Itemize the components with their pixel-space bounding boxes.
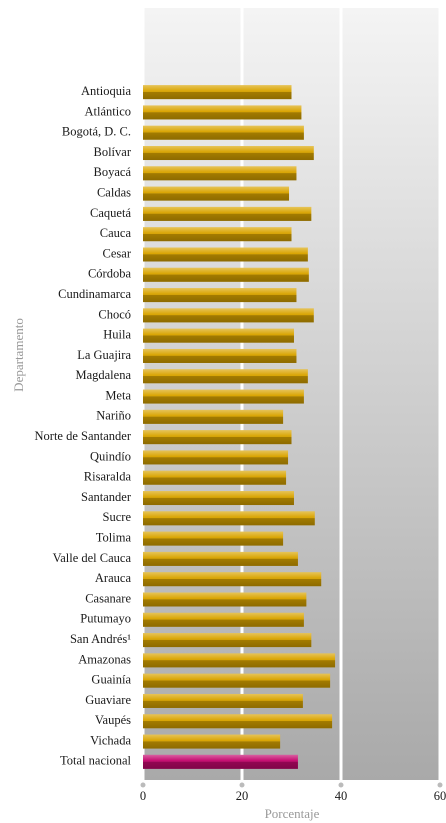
bar-shade bbox=[143, 714, 333, 729]
bar-shade bbox=[143, 166, 297, 181]
y-tick-label: Norte de Santander bbox=[35, 429, 132, 443]
y-tick-label: Risaralda bbox=[84, 470, 132, 484]
y-tick-label: Boyacá bbox=[94, 165, 132, 179]
bar-shade bbox=[143, 369, 308, 384]
y-tick-label: Huila bbox=[103, 328, 131, 342]
y-tick-label: Amazonas bbox=[78, 652, 131, 666]
bar-shade bbox=[143, 511, 315, 526]
bar-shade bbox=[143, 105, 302, 120]
tick-mark bbox=[239, 782, 245, 788]
bar-shade bbox=[143, 247, 308, 262]
bar-shade bbox=[143, 734, 281, 749]
bar-shade bbox=[143, 531, 284, 546]
bar-shade bbox=[143, 227, 292, 242]
y-tick-label: Cundinamarca bbox=[58, 287, 131, 301]
y-tick-label: Putumayo bbox=[80, 612, 131, 626]
tick-mark bbox=[140, 782, 146, 788]
y-tick-label: Guaviare bbox=[85, 693, 131, 707]
bar-shade bbox=[143, 491, 294, 506]
y-tick-label: Santander bbox=[81, 490, 132, 504]
y-tick-label: Magdalena bbox=[75, 368, 131, 382]
bar-shade bbox=[143, 409, 284, 424]
bar-shade bbox=[143, 470, 287, 485]
bar-shade bbox=[143, 754, 298, 769]
bar-shade bbox=[143, 551, 298, 566]
y-tick-label: Vichada bbox=[90, 733, 131, 747]
bar-shade bbox=[143, 288, 297, 303]
bar-shade bbox=[143, 206, 312, 221]
y-tick-label: Chocó bbox=[98, 307, 131, 321]
y-tick-label: Meta bbox=[105, 388, 131, 402]
bar-shade bbox=[143, 572, 322, 587]
y-tick-label: Bolívar bbox=[94, 145, 132, 159]
y-tick-label: Córdoba bbox=[88, 267, 132, 281]
y-tick-label: Atlántico bbox=[84, 104, 131, 118]
bar-shade bbox=[143, 673, 331, 688]
tick-mark bbox=[437, 782, 443, 788]
bar-shade bbox=[143, 612, 304, 627]
x-tick-label: 20 bbox=[236, 789, 249, 803]
bar-shade bbox=[143, 328, 294, 343]
y-tick-label: Nariño bbox=[96, 409, 131, 423]
bar-shade bbox=[143, 146, 314, 161]
y-tick-label: Quindío bbox=[90, 449, 131, 463]
bar-shade bbox=[143, 348, 297, 363]
y-tick-label: Casanare bbox=[85, 591, 131, 605]
y-tick-label: La Guajira bbox=[77, 348, 131, 362]
y-tick-label: Cesar bbox=[103, 246, 132, 260]
bar-shade bbox=[143, 450, 289, 465]
y-tick-label: Sucre bbox=[103, 510, 132, 524]
y-tick-label: Bogotá, D. C. bbox=[62, 125, 131, 139]
y-tick-label: Tolima bbox=[96, 530, 132, 544]
y-tick-label: San Andrés¹ bbox=[70, 632, 131, 646]
tick-mark bbox=[338, 782, 344, 788]
bar-shade bbox=[143, 693, 303, 708]
y-tick-label: Caldas bbox=[97, 185, 131, 199]
bar-shade bbox=[143, 125, 304, 140]
y-tick-label: Guainía bbox=[91, 673, 131, 687]
bar-shade bbox=[143, 430, 292, 445]
x-tick-label: 0 bbox=[140, 789, 146, 803]
bar-shade bbox=[143, 267, 309, 282]
bar-shade bbox=[143, 633, 312, 648]
y-tick-label: Antioquia bbox=[81, 84, 131, 98]
y-tick-label: Caquetá bbox=[90, 206, 131, 220]
x-axis-title: Porcentaje bbox=[265, 806, 320, 821]
bar-shade bbox=[143, 389, 304, 404]
y-axis-title: Departamento bbox=[11, 318, 26, 392]
bar-shade bbox=[143, 186, 290, 201]
bar-shade bbox=[143, 85, 292, 100]
bar-shade bbox=[143, 653, 336, 668]
y-tick-label: Vaupés bbox=[95, 713, 131, 727]
x-tick-label: 60 bbox=[434, 789, 446, 803]
y-tick-label: Valle del Cauca bbox=[53, 551, 132, 565]
bar-shade bbox=[143, 308, 314, 323]
y-tick-label: Total nacional bbox=[60, 754, 131, 768]
y-tick-label: Cauca bbox=[100, 226, 132, 240]
x-tick-label: 40 bbox=[335, 789, 348, 803]
bar-shade bbox=[143, 592, 307, 607]
y-tick-label: Arauca bbox=[95, 571, 132, 585]
